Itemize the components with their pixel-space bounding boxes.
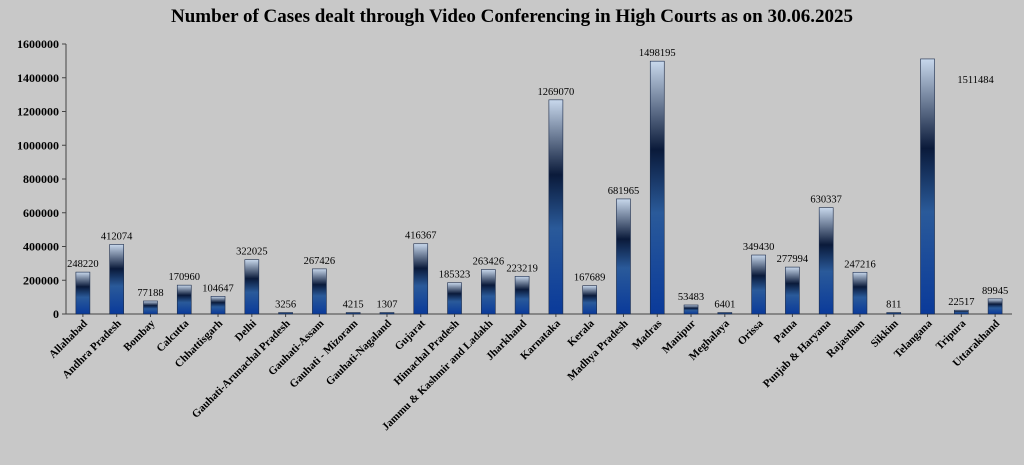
category-label: Madhya Pradesh: [565, 318, 630, 383]
y-tick-label: 400000: [23, 240, 59, 254]
y-tick-label: 1400000: [17, 71, 59, 85]
data-label: 248220: [67, 259, 99, 270]
bar: [616, 198, 631, 315]
y-tick-label: 200000: [23, 273, 59, 287]
bar: [683, 304, 699, 315]
data-label: 811: [886, 300, 901, 311]
bar: [582, 285, 597, 315]
bar: [852, 271, 868, 315]
y-tick-label: 1200000: [17, 105, 59, 119]
y-tick-label: 0: [53, 307, 59, 321]
category-label: Orissa: [736, 317, 766, 347]
data-label: 53483: [678, 292, 704, 303]
bar: [109, 244, 124, 315]
chart-title: Number of Cases dealt through Video Conf…: [171, 6, 853, 27]
data-label: 1269070: [538, 87, 575, 98]
bar: [413, 243, 429, 315]
y-tick-label: 800000: [23, 172, 59, 186]
data-label: 167689: [574, 273, 606, 284]
data-label: 412074: [101, 231, 133, 242]
bar: [987, 298, 1003, 315]
bar: [649, 60, 665, 315]
data-label: 6401: [714, 300, 735, 311]
data-label: 681965: [608, 186, 640, 197]
data-label: 263426: [473, 257, 505, 268]
y-tick-label: 1000000: [17, 138, 59, 152]
bar: [210, 296, 226, 315]
bar: [345, 312, 361, 315]
data-label: 185323: [439, 270, 471, 281]
data-label: 349430: [743, 242, 775, 253]
bar: [785, 266, 800, 315]
category-label: Gauhati-Nagaland: [324, 318, 394, 388]
y-tick-label: 1600000: [17, 37, 59, 51]
data-label: 223219: [506, 263, 538, 274]
bar: [447, 282, 462, 315]
category-label: Kerala: [565, 317, 597, 349]
bar: [278, 312, 293, 315]
data-label: 3256: [275, 300, 296, 311]
data-label: 267426: [304, 256, 336, 267]
bar: [514, 276, 530, 315]
category-label: Sikkim: [869, 318, 901, 350]
data-label: 247216: [844, 259, 876, 270]
bar: [751, 254, 766, 315]
category-label: Andhra Pradesh: [60, 318, 124, 382]
bar: [75, 271, 91, 315]
bar: [481, 269, 496, 315]
data-label: 1498195: [639, 48, 676, 59]
data-label: 22517: [948, 297, 974, 308]
bar: [818, 207, 834, 315]
bar: [379, 312, 395, 315]
bar: [548, 99, 564, 315]
bar: [920, 58, 935, 315]
data-label: 630337: [810, 195, 842, 206]
data-label: 77188: [137, 288, 163, 299]
data-label: 4215: [343, 300, 364, 311]
data-label: 89945: [982, 286, 1008, 297]
category-label: Bombay: [121, 317, 157, 353]
data-label: 277994: [777, 254, 809, 265]
bar: [312, 268, 327, 315]
data-label: 170960: [169, 272, 201, 283]
bar: [143, 300, 158, 315]
data-label: 1307: [376, 300, 397, 311]
data-label: 104647: [202, 283, 234, 294]
bar: [886, 312, 902, 315]
data-label: 1511484: [957, 75, 994, 86]
bar: [717, 312, 733, 315]
category-label: Delhi: [233, 318, 259, 344]
category-label: Patna: [772, 317, 800, 345]
bar: [176, 284, 192, 315]
data-label: 416367: [405, 231, 437, 242]
data-label: 322025: [236, 247, 268, 258]
y-tick-label: 600000: [23, 206, 59, 220]
bar: [244, 259, 260, 315]
bar: [954, 309, 969, 315]
